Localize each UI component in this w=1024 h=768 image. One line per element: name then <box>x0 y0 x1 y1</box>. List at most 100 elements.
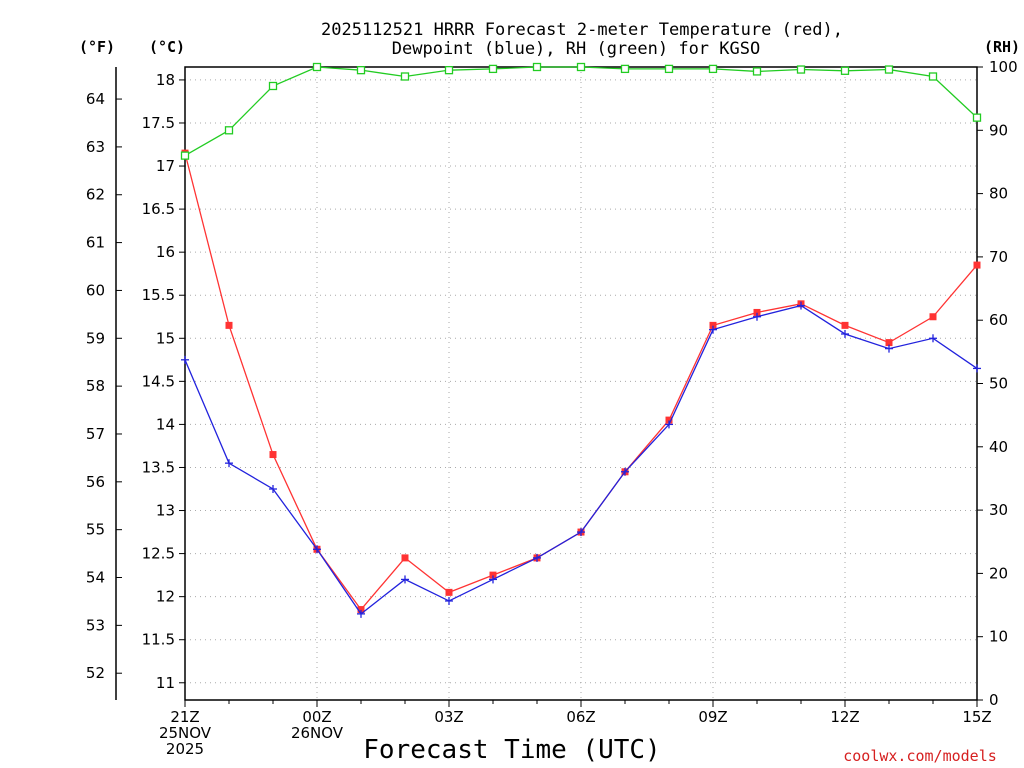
temperature-point <box>973 261 981 269</box>
dewpoint-point <box>929 334 937 343</box>
dewpoint-point <box>225 459 233 468</box>
grid-lines <box>184 67 978 700</box>
rh-point <box>224 126 234 135</box>
fahrenheit-axis-unit: (°F) <box>79 38 115 56</box>
rh-tick-label: 80 <box>989 185 1008 203</box>
x-tick-label: 21Z <box>170 708 199 726</box>
celsius-tick-label: 11 <box>156 674 175 692</box>
temperature-point <box>753 308 761 316</box>
celsius-tick-label: 12 <box>156 588 175 606</box>
dewpoint-point <box>401 575 409 584</box>
celsius-tick-label: 16 <box>156 243 175 261</box>
dewpoint-point <box>973 364 981 373</box>
rh-tick-label: 20 <box>989 564 1008 582</box>
rh-point <box>268 81 278 91</box>
rh-tick-label: 60 <box>989 311 1008 329</box>
series-rh <box>180 62 982 160</box>
chart-title-line1: 2025112521 HRRR Forecast 2-meter Tempera… <box>321 20 843 40</box>
series-dewpoint <box>181 301 981 618</box>
rh-point <box>928 72 938 81</box>
celsius-tick-label: 13 <box>156 502 175 520</box>
fahrenheit-tick-label: 53 <box>86 616 105 634</box>
temperature-point <box>225 321 233 329</box>
rh-tick-label: 40 <box>989 438 1008 456</box>
dewpoint-point <box>709 325 717 334</box>
x-tick-label: 09Z <box>698 708 727 726</box>
rh-tick-label: 30 <box>989 501 1008 519</box>
x-axis-label: Forecast Time (UTC) <box>363 735 660 765</box>
celsius-tick-label: 17.5 <box>142 114 175 132</box>
rh-axis-unit: (RH) <box>984 38 1020 56</box>
dewpoint-point <box>445 596 453 605</box>
rh-tick-label: 90 <box>989 121 1008 139</box>
rh-tick-label: 70 <box>989 248 1008 266</box>
fahrenheit-tick-label: 57 <box>86 425 105 443</box>
x-tick-label: 00Z <box>302 708 331 726</box>
dewpoint-point <box>797 301 805 310</box>
celsius-axis-unit: (°C) <box>149 38 185 56</box>
fahrenheit-tick-label: 61 <box>86 234 105 252</box>
fahrenheit-tick-label: 63 <box>86 138 105 156</box>
fahrenheit-tick-label: 62 <box>86 186 105 204</box>
temperature-point <box>445 588 453 596</box>
celsius-tick-label: 17 <box>156 157 175 175</box>
x-tick-label: 03Z <box>434 708 463 726</box>
data-series <box>180 62 982 618</box>
dewpoint-point <box>885 344 893 353</box>
temperature-point <box>357 606 365 614</box>
fahrenheit-tick-label: 52 <box>86 664 105 682</box>
rh-point <box>576 62 586 72</box>
temperature-point <box>401 554 409 562</box>
celsius-tick-label: 18 <box>156 71 175 89</box>
celsius-tick-label: 16.5 <box>142 200 175 218</box>
x-tick-label: 06Z <box>566 708 595 726</box>
temperature-point <box>709 321 717 329</box>
rh-point <box>664 64 674 74</box>
rh-point <box>488 64 498 74</box>
rh-point <box>752 67 762 76</box>
rh-point <box>884 65 894 74</box>
credit-text: coolwx.com/models <box>843 747 997 765</box>
rh-point <box>972 113 982 122</box>
rh-point <box>840 66 850 75</box>
temperature-point <box>269 451 277 459</box>
dewpoint-point <box>181 355 189 364</box>
rh-tick-label: 0 <box>989 691 999 709</box>
rh-tick-label: 100 <box>989 58 1018 76</box>
rh-point <box>444 66 454 75</box>
fahrenheit-tick-label: 59 <box>86 329 105 347</box>
x-tick-label: 25NOV <box>159 724 212 742</box>
x-tick-label: 15Z <box>962 708 991 726</box>
chart-title-line2: Dewpoint (blue), RH (green) for KGSO <box>392 39 760 59</box>
temperature-point <box>841 321 849 329</box>
fahrenheit-tick-label: 60 <box>86 281 105 299</box>
celsius-tick-label: 14.5 <box>142 372 175 390</box>
temperature-point <box>885 339 893 347</box>
x-tick-label: 26NOV <box>291 724 344 742</box>
rh-point <box>180 151 190 160</box>
dewpoint-point <box>313 545 321 554</box>
dewpoint-point <box>665 420 673 429</box>
celsius-tick-label: 11.5 <box>142 631 175 649</box>
temperature-point <box>665 416 673 424</box>
temperature-point <box>489 571 497 579</box>
rh-point <box>620 64 630 74</box>
dewpoint-point <box>357 609 365 618</box>
rh-tick-label: 10 <box>989 628 1008 646</box>
fahrenheit-tick-label: 55 <box>86 521 105 539</box>
dewpoint-point <box>577 528 585 537</box>
rh-point <box>532 62 542 72</box>
plot-frame <box>184 66 978 701</box>
rh-tick-label: 50 <box>989 375 1008 393</box>
rh-point <box>356 66 366 75</box>
rh-point <box>708 64 718 74</box>
dewpoint-point <box>269 485 277 493</box>
dewpoint-point <box>533 553 541 562</box>
rh-point <box>796 65 806 74</box>
celsius-tick-label: 15.5 <box>142 286 175 304</box>
x-tick-label: 2025 <box>166 740 204 758</box>
dewpoint-point <box>753 312 761 321</box>
celsius-tick-label: 14 <box>156 415 175 433</box>
dewpoint-point <box>621 467 629 476</box>
